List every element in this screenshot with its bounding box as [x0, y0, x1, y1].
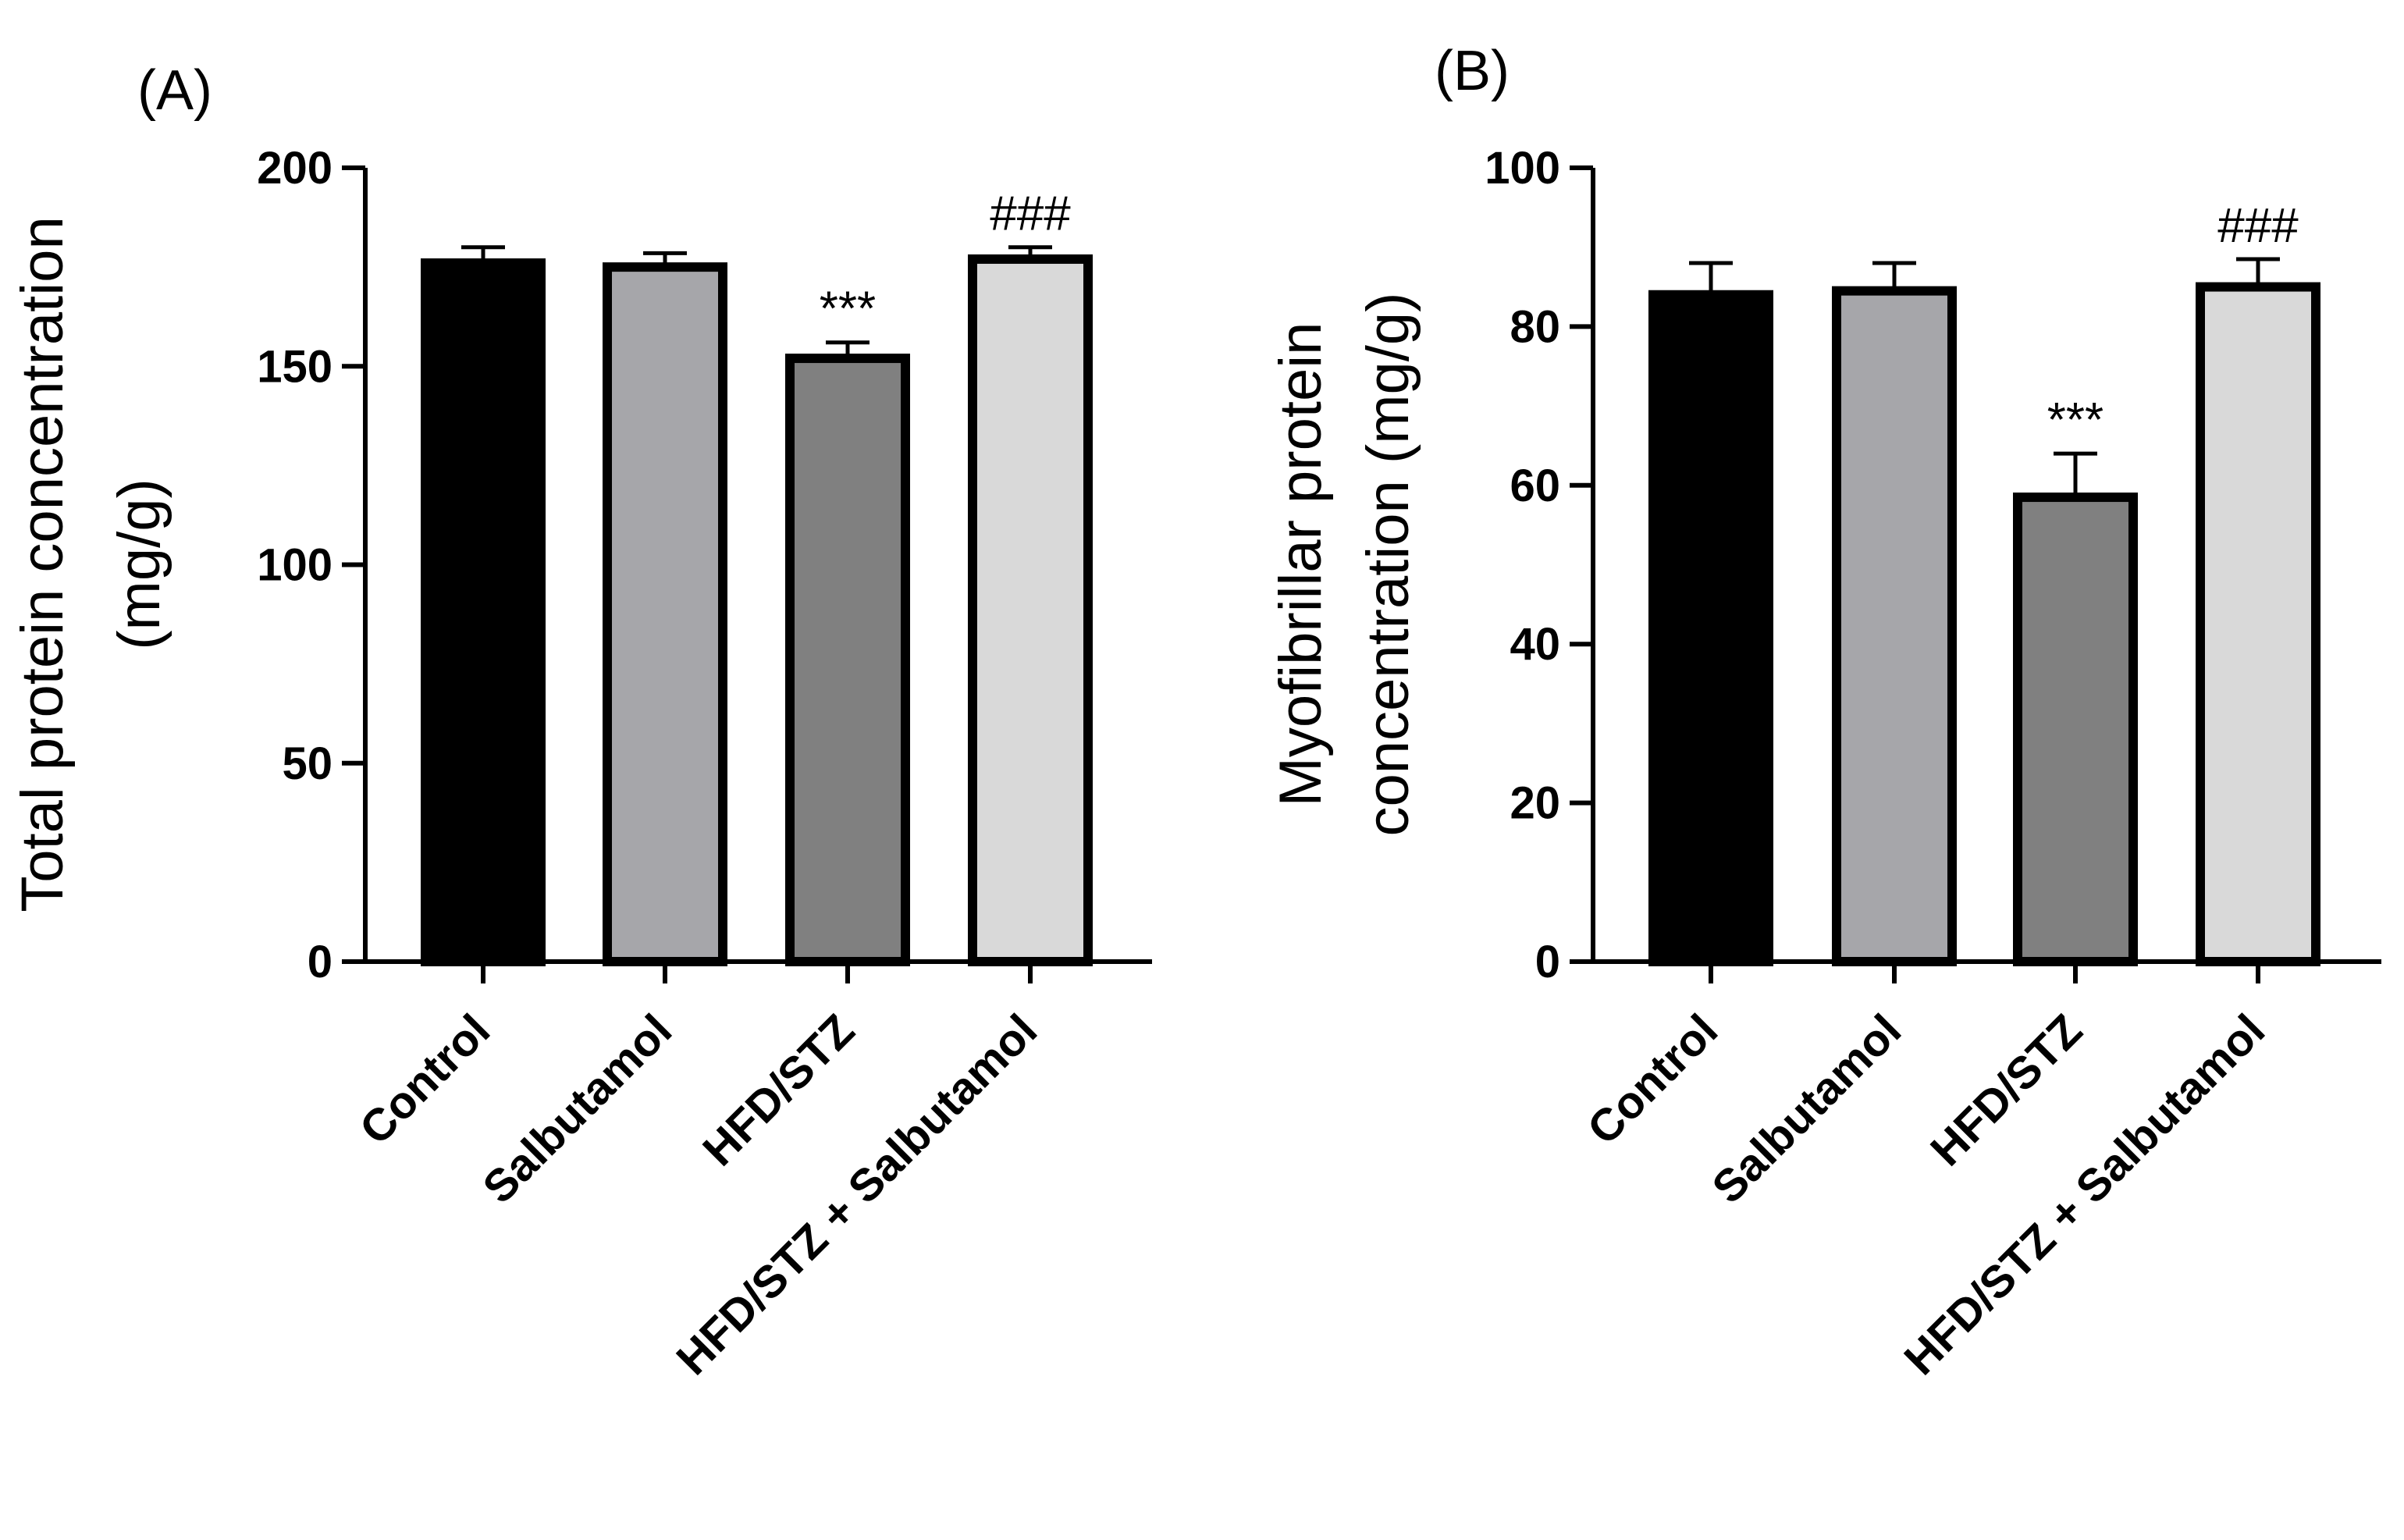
chart-panel-b: (B) Myofibrillar protein concentration (mg…: [1268, 40, 2381, 1385]
y-tick-label: 40: [1510, 619, 1560, 670]
x-tick-label: HFD/STZ + Salbutamol: [667, 1005, 1047, 1385]
bar: [2196, 282, 2320, 966]
bar: [421, 258, 546, 967]
panel-label: (B): [1435, 40, 1510, 102]
y-tick-label: 0: [308, 937, 333, 987]
x-tick-label: HFD/STZ: [1921, 1005, 2092, 1175]
y-axis-title: Total protein concentration: [9, 216, 76, 912]
bar: [2013, 493, 2138, 966]
y-tick-label: 50: [282, 738, 333, 789]
bar: [1832, 286, 1957, 966]
significance-label: ***: [820, 283, 876, 336]
panel-label: (A): [137, 59, 212, 122]
y-axis-title: Myofibrillar protein: [1268, 322, 1334, 807]
bar: [968, 254, 1093, 966]
x-tick-label: HFD/STZ: [693, 1005, 864, 1175]
x-tick-label: Salbutamol: [1702, 1005, 1911, 1213]
x-tick-label: Control: [350, 1005, 500, 1154]
chart-panel-a: (A) Total protein concentration (mg/g) *** #…: [9, 59, 1152, 1385]
y-tick-label: 100: [1485, 143, 1560, 194]
y-axis-title: concentration (mg/g): [1355, 293, 1421, 837]
significance-label: ###: [990, 187, 1071, 241]
x-tick-label: Control: [1577, 1005, 1727, 1154]
y-tick-label: 0: [1535, 937, 1560, 987]
y-tick-label: 60: [1510, 461, 1560, 511]
y-tick-label: 80: [1510, 301, 1560, 352]
x-tick-label: HFD/STZ + Salbutamol: [1894, 1005, 2274, 1385]
bar: [1648, 290, 1773, 967]
y-tick-label: 150: [257, 341, 333, 392]
bar: [603, 262, 727, 966]
significance-label: ***: [2047, 393, 2104, 447]
y-axis-title: (mg/g): [106, 478, 172, 650]
y-tick-label: 200: [257, 143, 333, 194]
bar: [785, 354, 910, 966]
y-tick-label: 20: [1510, 778, 1560, 829]
y-tick-label: 100: [257, 540, 333, 591]
significance-label: ###: [2217, 199, 2299, 253]
x-tick-label: Salbutamol: [473, 1005, 681, 1213]
